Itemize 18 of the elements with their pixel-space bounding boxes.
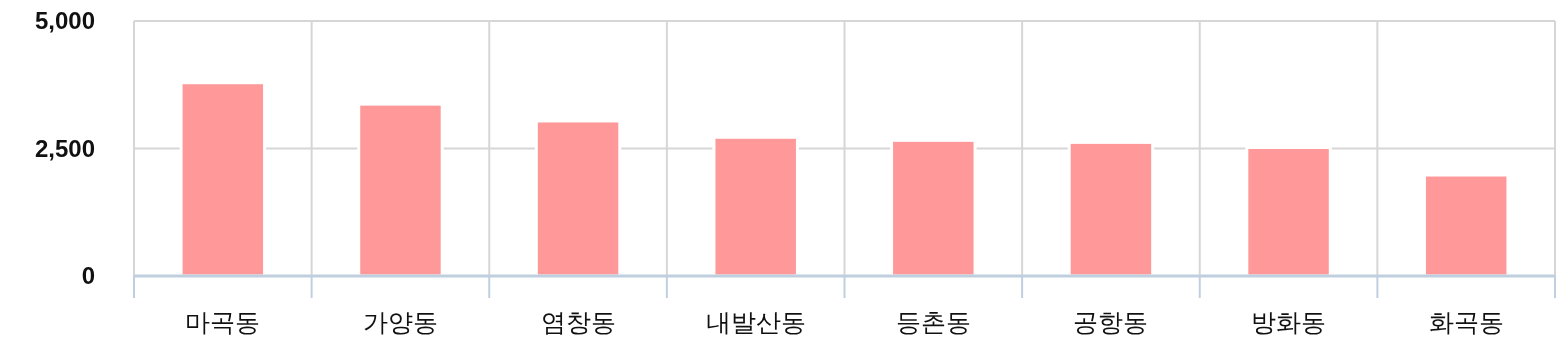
x-tick-label: 염창동 [540,308,616,337]
y-tick-label: 2,500 [34,134,95,162]
bar [1245,145,1332,278]
x-tick-label: 가양동 [362,308,438,337]
x-tick-label: 마곡동 [185,308,261,337]
y-tick-label: 5,000 [34,7,95,34]
y-tick-label: 0 [81,262,95,289]
x-tick-label: 내발산동 [705,308,806,337]
bar [890,138,977,278]
x-tick-label: 방화동 [1251,308,1327,337]
bar [179,81,267,278]
x-tick-label: 화곡동 [1428,308,1504,337]
bar [1067,140,1155,278]
bar [357,102,444,278]
bar [712,135,799,278]
x-tick-label: 공항동 [1073,308,1149,337]
bar [534,119,622,278]
x-tick-label: 등촌동 [895,308,971,337]
